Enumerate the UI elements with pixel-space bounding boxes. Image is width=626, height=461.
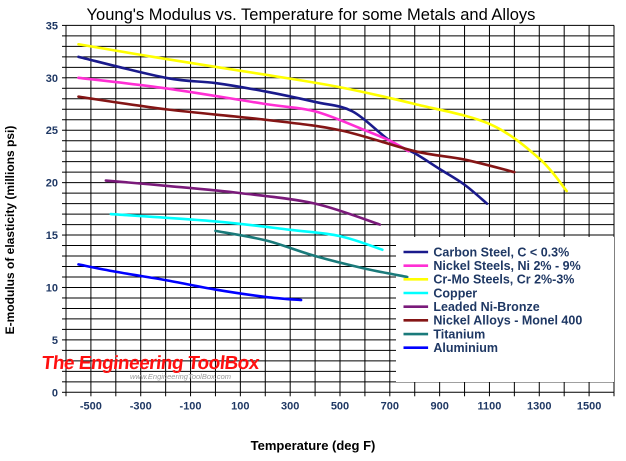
svg-text:Temperature (deg F): Temperature (deg F) [251,438,376,453]
svg-text:700: 700 [381,400,399,412]
svg-text:The Engineering ToolBox: The Engineering ToolBox [41,353,261,374]
svg-text:-300: -300 [130,400,152,412]
svg-text:E-modulus of elasticity (milli: E-modulus of elasticity (millions psi) [3,126,17,335]
svg-text:5: 5 [52,335,58,347]
svg-text:-500: -500 [80,400,102,412]
svg-text:-100: -100 [180,400,202,412]
svg-text:1500: 1500 [577,400,601,412]
svg-text:0: 0 [52,387,58,399]
svg-text:20: 20 [46,178,58,190]
svg-text:900: 900 [430,400,448,412]
svg-text:300: 300 [281,400,299,412]
svg-text:Cr-Mo Steels, Cr 2%-3%: Cr-Mo Steels, Cr 2%-3% [433,273,574,287]
svg-text:Copper: Copper [433,286,477,300]
svg-text:Carbon Steel, C < 0.3%: Carbon Steel, C < 0.3% [433,245,569,259]
svg-text:35: 35 [46,20,58,32]
svg-text:Titanium: Titanium [433,327,485,341]
svg-text:30: 30 [46,73,58,85]
svg-text:15: 15 [46,230,58,242]
svg-text:Nickel Steels, Ni 2% - 9%: Nickel Steels, Ni 2% - 9% [433,259,580,273]
svg-text:10: 10 [46,282,58,294]
svg-text:25: 25 [46,125,58,137]
svg-text:1300: 1300 [527,400,551,412]
svg-text:1100: 1100 [478,400,502,412]
svg-text:www.EngineeringToolBox.com: www.EngineeringToolBox.com [130,372,231,381]
svg-text:100: 100 [231,400,249,412]
svg-text:500: 500 [331,400,349,412]
svg-text:Leaded Ni-Bronze: Leaded Ni-Bronze [433,300,539,314]
svg-text:Nickel Alloys - Monel 400: Nickel Alloys - Monel 400 [433,314,582,328]
svg-text:Young's Modulus vs. Temperatur: Young's Modulus vs. Temperature for some… [87,6,536,24]
svg-text:Aluminium: Aluminium [433,341,498,355]
